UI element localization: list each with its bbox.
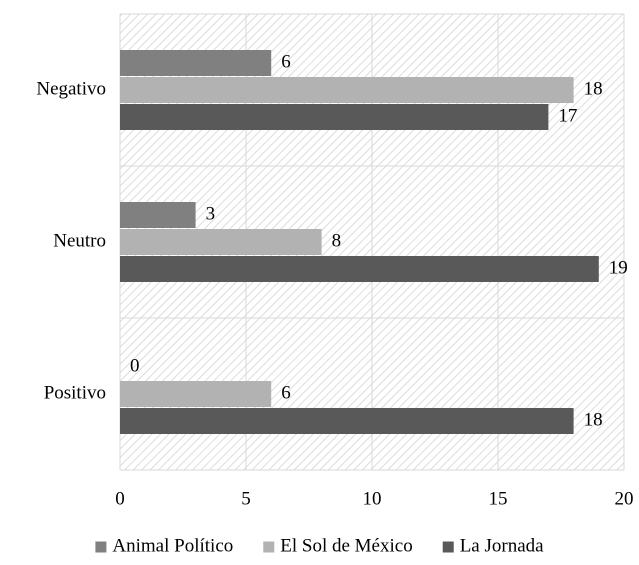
data-label-negativo-animal-politico: 6 (281, 51, 291, 72)
data-label-neutro-animal-politico: 3 (206, 203, 216, 224)
legend: Animal Político El Sol de México La Jornad… (95, 535, 544, 556)
bar-neutro-el-sol-de-mexico (120, 229, 322, 255)
legend-swatch-la-jornada (442, 541, 454, 553)
legend-label-la-jornada: La Jornada (460, 535, 544, 556)
category-label-positivo: Positivo (44, 382, 106, 403)
data-label-neutro-el-sol-de-mexico: 8 (332, 230, 342, 251)
bars (120, 50, 599, 434)
data-label-positivo-el-sol-de-mexico: 6 (281, 382, 291, 403)
bar-negativo-la-jornada (120, 104, 549, 130)
bar-neutro-la-jornada (120, 256, 599, 282)
x-tick-label-15: 15 (489, 488, 508, 509)
x-tick-label-10: 10 (363, 488, 382, 509)
data-label-negativo-la-jornada: 17 (558, 105, 577, 126)
x-axis-ticks: 0 5 10 15 20 (115, 488, 633, 509)
data-label-positivo-animal-politico: 0 (130, 355, 140, 376)
bar-neutro-animal-politico (120, 202, 196, 228)
legend-swatch-animal-politico (95, 541, 107, 553)
legend-label-animal-politico: Animal Político (112, 535, 233, 556)
bar-positivo-el-sol-de-mexico (120, 381, 272, 407)
x-tick-label-0: 0 (115, 488, 125, 509)
x-tick-label-20: 20 (615, 488, 634, 509)
data-label-neutro-la-jornada: 19 (609, 257, 628, 278)
category-label-neutro: Neutro (53, 230, 106, 251)
bar-positivo-la-jornada (120, 408, 574, 434)
data-label-positivo-la-jornada: 18 (584, 409, 603, 430)
data-label-negativo-el-sol-de-mexico: 18 (584, 78, 603, 99)
bar-negativo-el-sol-de-mexico (120, 77, 574, 103)
legend-swatch-el-sol-de-mexico (263, 541, 275, 553)
category-label-negativo: Negativo (36, 78, 106, 99)
legend-label-el-sol-de-mexico: El Sol de México (280, 535, 412, 556)
category-labels: Negativo Neutro Positivo (36, 78, 106, 403)
x-tick-label-5: 5 (241, 488, 251, 509)
bar-negativo-animal-politico (120, 50, 272, 76)
